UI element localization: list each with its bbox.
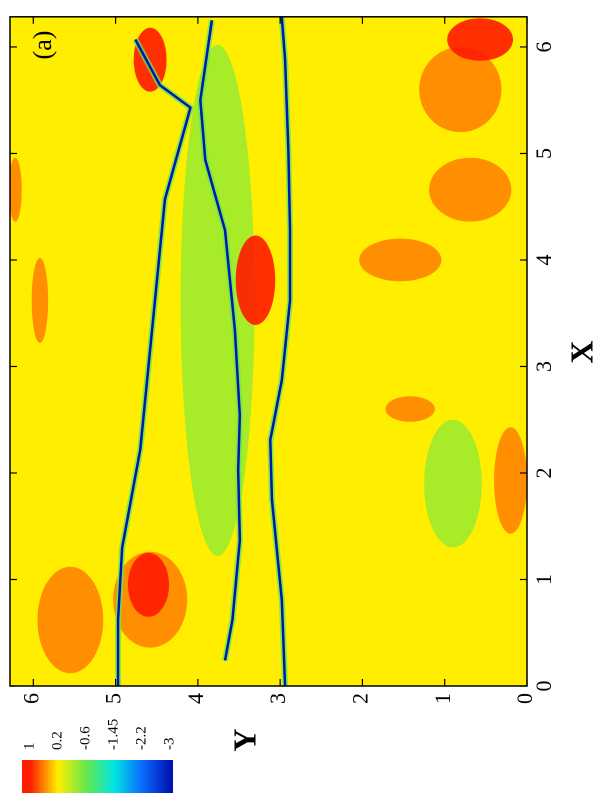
plot-frame xyxy=(9,16,528,687)
contour-patch xyxy=(447,18,514,61)
y-axis-label: Y xyxy=(226,728,262,751)
plot-area xyxy=(10,16,527,686)
contour-patch xyxy=(429,157,512,222)
y-tick-label: 6 xyxy=(18,693,43,704)
contour-patch xyxy=(494,427,527,534)
x-tick-label: 0 xyxy=(531,681,556,692)
filament xyxy=(199,20,242,661)
colorbar-tick-label: 0.2 xyxy=(49,731,65,750)
contour-patch xyxy=(419,46,502,133)
contour-patch xyxy=(424,419,482,548)
y-tick-label: 3 xyxy=(265,693,290,704)
x-tick-label: 2 xyxy=(531,467,556,478)
field-background xyxy=(10,16,527,686)
x-tick-label: 6 xyxy=(531,41,556,52)
filament xyxy=(116,38,192,686)
x-tick-label: 5 xyxy=(531,148,556,159)
y-tick-label: 1 xyxy=(430,693,455,704)
y-tick-label: 5 xyxy=(101,693,126,704)
x-tick-label: 1 xyxy=(531,574,556,585)
colorbar-tick-label: -3 xyxy=(161,738,177,751)
contour-patch xyxy=(31,257,49,344)
x-tick-label: 3 xyxy=(531,361,556,372)
colorbar-tick-label: -1.45 xyxy=(105,719,121,750)
colorbar-tick-label: -0.6 xyxy=(77,726,93,750)
contour-patch xyxy=(127,552,170,617)
contour-patch xyxy=(37,566,104,674)
filament xyxy=(269,17,292,686)
x-tick-label: 4 xyxy=(531,254,556,265)
colorbar-tick-label: -2.2 xyxy=(133,726,149,750)
contour-patch xyxy=(10,157,22,222)
rotated-figure: (a) X Y 0 1 2 3 4 5 6 0 1 2 3 4 5 6 1 0.2 -0.6 -1.45 -2.2-… xyxy=(9,16,599,793)
y-tick-label: 2 xyxy=(347,693,372,704)
colorbar-tick-label: 1 xyxy=(21,743,37,751)
annotation: (a) xyxy=(28,31,57,60)
x-axis-label: X xyxy=(563,340,599,363)
colorbar xyxy=(22,760,173,793)
y-tick-label: 0 xyxy=(512,693,537,704)
contour-patch xyxy=(180,44,255,557)
contour-patch xyxy=(385,396,435,422)
y-tick-label: 4 xyxy=(183,693,208,704)
contour-patch xyxy=(235,235,276,325)
contour-patch xyxy=(133,27,167,92)
contour-patch xyxy=(359,238,442,282)
